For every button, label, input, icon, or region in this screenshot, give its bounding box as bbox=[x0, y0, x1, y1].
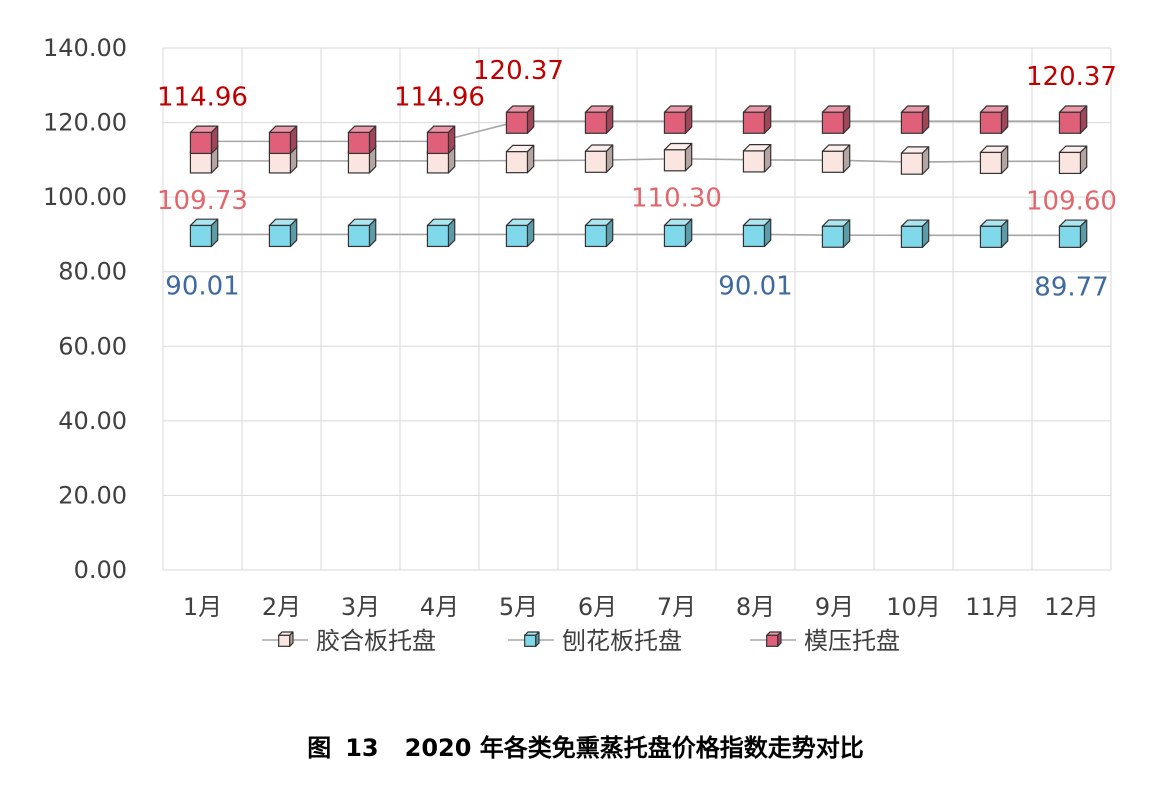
y-tick-label: 0.00 bbox=[74, 556, 127, 584]
data-point bbox=[584, 105, 614, 134]
series-1 bbox=[189, 142, 1088, 175]
data-point bbox=[1058, 219, 1088, 248]
data-point bbox=[742, 218, 772, 248]
data-point bbox=[979, 219, 1009, 248]
y-tick-label: 20.00 bbox=[58, 481, 127, 509]
data-point bbox=[663, 105, 693, 134]
data-point bbox=[821, 219, 851, 248]
x-tick-label: 10月 bbox=[886, 593, 941, 621]
data-point bbox=[505, 105, 535, 134]
caption-number: 13 bbox=[345, 734, 379, 762]
data-point bbox=[900, 219, 930, 248]
x-tick-label: 7月 bbox=[657, 593, 696, 621]
y-tick-label: 100.00 bbox=[43, 183, 127, 211]
x-tick-label: 12月 bbox=[1044, 593, 1099, 621]
y-tick-label: 140.00 bbox=[43, 34, 127, 62]
legend-item: 胶合板托盘 bbox=[262, 627, 436, 655]
y-tick-label: 40.00 bbox=[58, 407, 127, 435]
data-point bbox=[505, 218, 535, 248]
data-point bbox=[663, 218, 693, 248]
data-point bbox=[189, 125, 219, 155]
legend-label: 胶合板托盘 bbox=[316, 627, 436, 655]
x-tick-label: 1月 bbox=[183, 593, 222, 621]
data-point bbox=[347, 218, 377, 248]
data-label: 109.60 bbox=[1026, 186, 1117, 216]
legend-item: 刨花板托盘 bbox=[508, 627, 682, 655]
data-point bbox=[979, 145, 1009, 175]
data-point bbox=[821, 105, 851, 134]
legend-marker bbox=[524, 631, 540, 647]
legend: 胶合板托盘 刨花板托盘 模压托盘 bbox=[262, 627, 900, 655]
data-label: 89.77 bbox=[1034, 272, 1108, 302]
x-tick-label: 3月 bbox=[341, 593, 380, 621]
data-point bbox=[268, 218, 298, 248]
data-point bbox=[347, 125, 377, 155]
chart-container: 0.00 20.00 40.00 60.00 80.00 100.00 120.00 140.… bbox=[43, 34, 1117, 655]
gridlines bbox=[162, 47, 1112, 571]
y-axis: 0.00 20.00 40.00 60.00 80.00 100.00 120.00 140.… bbox=[43, 34, 127, 584]
data-point bbox=[189, 218, 219, 248]
data-label: 120.37 bbox=[473, 56, 564, 86]
data-point bbox=[584, 218, 614, 248]
series-line bbox=[202, 233, 1072, 237]
data-point bbox=[268, 125, 298, 155]
x-tick-label: 2月 bbox=[262, 593, 301, 621]
legend-item: 模压托盘 bbox=[750, 627, 900, 655]
data-point bbox=[1058, 105, 1088, 134]
x-tick-label: 9月 bbox=[815, 593, 854, 621]
y-tick-label: 80.00 bbox=[58, 258, 127, 286]
data-point bbox=[663, 142, 693, 172]
data-point bbox=[505, 144, 535, 174]
data-point bbox=[979, 105, 1009, 134]
legend-label: 刨花板托盘 bbox=[562, 627, 682, 655]
legend-marker bbox=[278, 631, 294, 647]
x-tick-label: 11月 bbox=[965, 593, 1020, 621]
data-label: 90.01 bbox=[165, 271, 239, 301]
data-point bbox=[426, 218, 456, 248]
data-point bbox=[742, 105, 772, 134]
data-point bbox=[426, 125, 456, 155]
figure-caption: 图 13 2020 年各类免熏蒸托盘价格指数走势对比 bbox=[0, 728, 1171, 763]
data-label: 90.01 bbox=[718, 271, 792, 301]
caption-title: 2020 年各类免熏蒸托盘价格指数走势对比 bbox=[404, 734, 864, 762]
caption-prefix: 图 bbox=[307, 734, 332, 762]
legend-marker bbox=[766, 631, 782, 647]
data-point bbox=[821, 144, 851, 173]
data-point bbox=[584, 144, 614, 173]
x-tick-label: 4月 bbox=[420, 593, 459, 621]
x-tick-label: 8月 bbox=[736, 593, 775, 621]
data-label: 114.96 bbox=[394, 82, 485, 112]
data-label: 109.73 bbox=[157, 186, 248, 216]
data-point bbox=[742, 144, 772, 173]
y-tick-label: 60.00 bbox=[58, 332, 127, 360]
data-label: 110.30 bbox=[631, 184, 722, 214]
legend-label: 模压托盘 bbox=[804, 627, 900, 655]
series-3 bbox=[189, 105, 1088, 155]
data-label: 114.96 bbox=[157, 82, 248, 112]
line-chart: 0.00 20.00 40.00 60.00 80.00 100.00 120.00 140.… bbox=[43, 34, 1117, 655]
data-point bbox=[900, 105, 930, 134]
x-tick-label: 5月 bbox=[499, 593, 538, 621]
data-label: 120.37 bbox=[1026, 62, 1117, 92]
data-point bbox=[900, 146, 930, 175]
x-axis: 1月 2月 3月 4月 5月 6月 7月 8月 9月 10月 11月 12月 bbox=[183, 593, 1099, 621]
x-tick-label: 6月 bbox=[578, 593, 617, 621]
y-tick-label: 120.00 bbox=[43, 109, 127, 137]
series-2 bbox=[189, 218, 1088, 248]
data-point bbox=[1058, 145, 1088, 175]
